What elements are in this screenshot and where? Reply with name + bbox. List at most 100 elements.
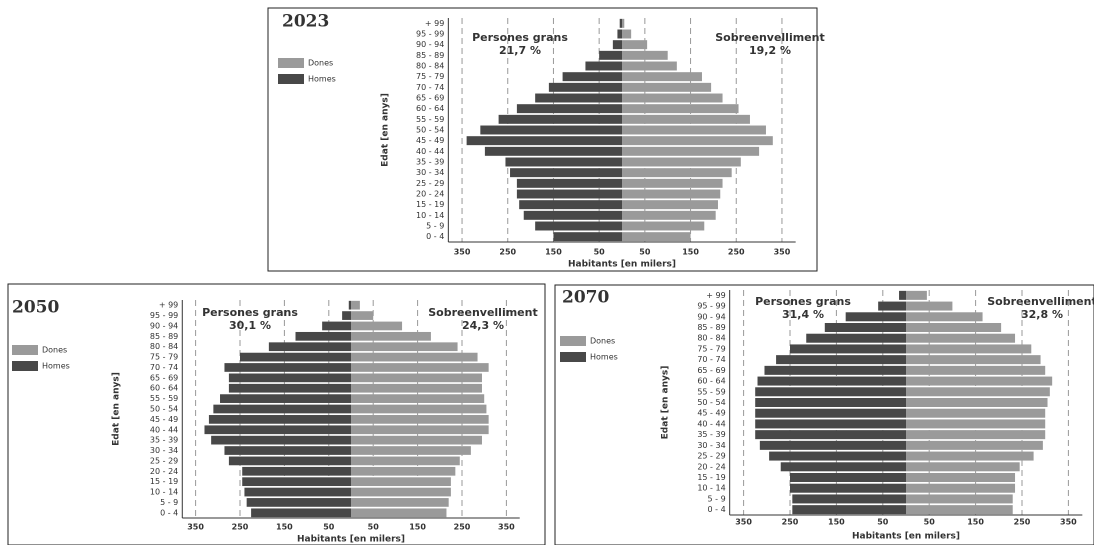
bar [510,168,622,178]
y-tick-label: 95 - 99 [150,311,178,320]
y-tick-label: 75 - 79 [416,72,444,81]
y-tick-label: 85 - 89 [416,51,444,60]
y-tick-label: 45 - 49 [697,409,725,418]
x-tick-label: 150 [545,248,562,257]
y-tick-label: 60 - 64 [416,104,444,113]
chart-title: 2023 [282,12,329,32]
annotation: 19,2 % [749,44,791,57]
bar [906,419,1046,429]
x-axis-label: Habitants [en milers] [852,532,960,542]
y-tick-label: 10 - 14 [150,488,178,497]
y-tick-label: 15 - 19 [697,473,725,482]
bar [755,387,906,397]
bar [780,462,906,472]
bar [516,104,622,114]
bar [240,352,351,362]
bar [622,157,741,167]
bar [906,355,1041,365]
bar [228,373,351,383]
bar [242,477,351,487]
y-tick-label: 85 - 89 [697,323,725,332]
bar [612,40,622,50]
bar [769,451,906,461]
bar [622,168,732,178]
x-tick-label: 50 [924,518,936,527]
legend-label: Dones [42,346,67,355]
bar [585,61,622,71]
bar [806,333,906,343]
bar [906,430,1046,440]
y-tick-label: 15 - 19 [416,200,444,209]
bar [480,125,622,135]
y-tick-label: 10 - 14 [416,211,444,220]
bar [351,321,403,331]
bar [351,352,478,362]
bar [906,333,1016,343]
y-tick-label: 30 - 34 [150,446,178,455]
y-tick-label: 60 - 64 [697,377,725,386]
bar [268,342,351,352]
annotation: 31,4 % [782,308,824,321]
bar [906,387,1050,397]
bar [351,300,360,310]
x-tick-label: 350 [774,248,791,257]
y-tick-label: 90 - 94 [416,40,444,49]
y-tick-label: 95 - 99 [697,302,725,311]
bar [906,451,1034,461]
annotation: Persones grans [202,306,298,319]
y-tick-label: 20 - 24 [697,462,725,471]
y-tick-label: 20 - 24 [416,190,444,199]
bar [351,435,482,445]
bar [351,331,431,341]
bar [622,40,648,50]
y-tick-label: 80 - 84 [150,342,178,351]
bar [906,301,953,311]
x-tick-label: 50 [639,248,651,257]
bar [351,363,489,372]
y-tick-label: 0 - 4 [708,505,726,514]
y-tick-label: 50 - 54 [416,126,444,135]
bar [622,125,766,135]
bar [228,456,351,466]
bar [764,365,906,375]
annotation: 24,3 % [462,319,504,332]
x-tick-label: 50 [368,523,380,532]
x-tick-label: 350 [735,518,752,527]
bar [351,373,482,383]
bar [228,383,351,393]
y-tick-label: + 99 [425,19,444,28]
bar [755,408,906,418]
bar [342,311,351,320]
bar [351,446,471,455]
legend-label: Homes [308,75,336,84]
bar [519,200,622,210]
annotation: Sobreenvelliment [715,31,824,44]
bar [622,210,716,220]
bar [906,494,1013,504]
bar [348,300,351,310]
legend-swatch [12,345,38,355]
y-tick-label: 40 - 44 [416,147,444,156]
bar [351,425,489,435]
bar [484,146,622,156]
bar [792,505,906,515]
y-tick-label: 70 - 74 [150,363,178,372]
x-tick-label: 50 [594,248,606,257]
annotation: 21,7 % [499,44,541,57]
bar [351,498,449,507]
bar [535,93,622,103]
bar [466,136,622,146]
y-axis-label: Edat [en anys] [112,372,122,446]
y-tick-label: 5 - 9 [708,494,726,503]
bar [622,104,739,114]
legend-label: Dones [590,337,615,346]
y-tick-label: 70 - 74 [697,355,725,364]
bar [548,82,622,92]
bar [351,383,482,393]
y-tick-label: 90 - 94 [697,312,725,321]
y-tick-label: 45 - 49 [150,415,178,424]
y-tick-label: + 99 [706,291,725,300]
bar [906,344,1032,354]
bar [224,446,351,455]
